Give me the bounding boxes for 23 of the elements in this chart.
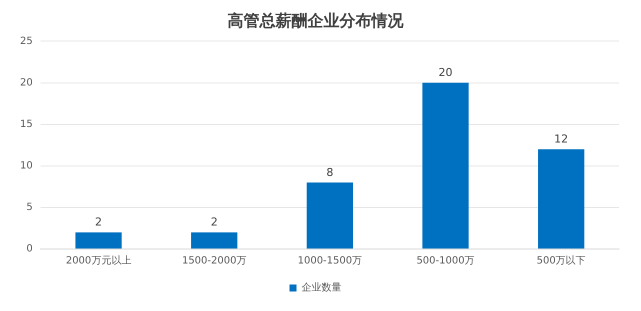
y-tick-label: 10: [20, 160, 33, 172]
y-tick-label: 0: [26, 244, 33, 255]
bar: [422, 82, 469, 248]
y-tick-label: 25: [20, 36, 33, 47]
bar: [75, 232, 122, 248]
data-label: 8: [326, 166, 334, 179]
bar: [306, 182, 353, 248]
legend-label: 企业数量: [302, 282, 342, 294]
x-tick-label: 500-1000万: [416, 256, 475, 267]
x-tick-label: 2000万元以上: [66, 254, 132, 267]
y-tick-label: 20: [20, 77, 33, 88]
y-tick-label: 5: [26, 202, 33, 214]
data-label: 12: [554, 132, 568, 146]
chart-title: 高管总薪酬企业分布情况: [228, 10, 404, 30]
x-tick-label: 500万以下: [536, 254, 586, 267]
data-label: 20: [438, 66, 453, 80]
data-label: 2: [95, 216, 102, 229]
bar: [191, 232, 238, 248]
data-label: 2: [210, 216, 218, 229]
bar: [538, 149, 584, 248]
y-tick-label: 15: [20, 118, 33, 130]
x-tick-label: 1000-1500万: [298, 256, 362, 267]
x-tick-label: 1500-2000万: [182, 256, 246, 267]
